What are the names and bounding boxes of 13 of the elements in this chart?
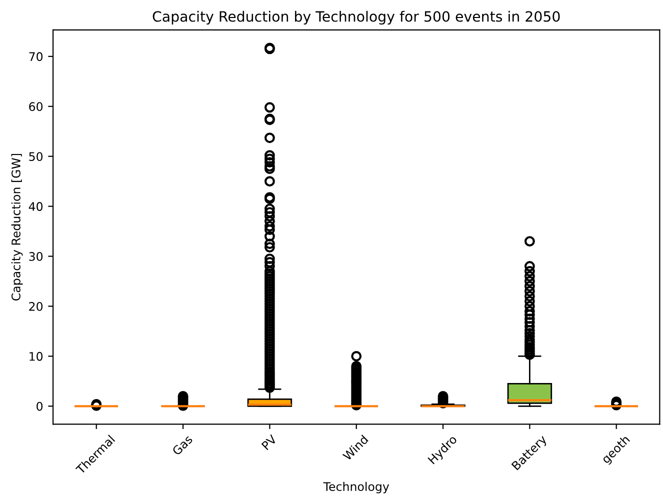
y-tick-label: 40 xyxy=(28,202,43,211)
y-tick-label: 0 xyxy=(36,402,43,411)
y-axis-title: Capacity Reduction [GW] xyxy=(11,154,23,300)
chart-title: Capacity Reduction by Technology for 500 events in 2050 xyxy=(152,10,560,25)
y-tick-label: 60 xyxy=(29,102,43,112)
x-axis-title: Technology xyxy=(323,482,390,494)
y-tick-label: 20 xyxy=(29,302,43,311)
x-tick-label: PV xyxy=(261,434,278,450)
y-tick-label: 70 xyxy=(29,52,43,62)
y-tick-label: 50 xyxy=(29,152,43,161)
x-tick-label: Gas xyxy=(172,434,194,456)
y-tick-label: 10 xyxy=(30,352,43,361)
y-tick-label: 30 xyxy=(29,252,43,261)
